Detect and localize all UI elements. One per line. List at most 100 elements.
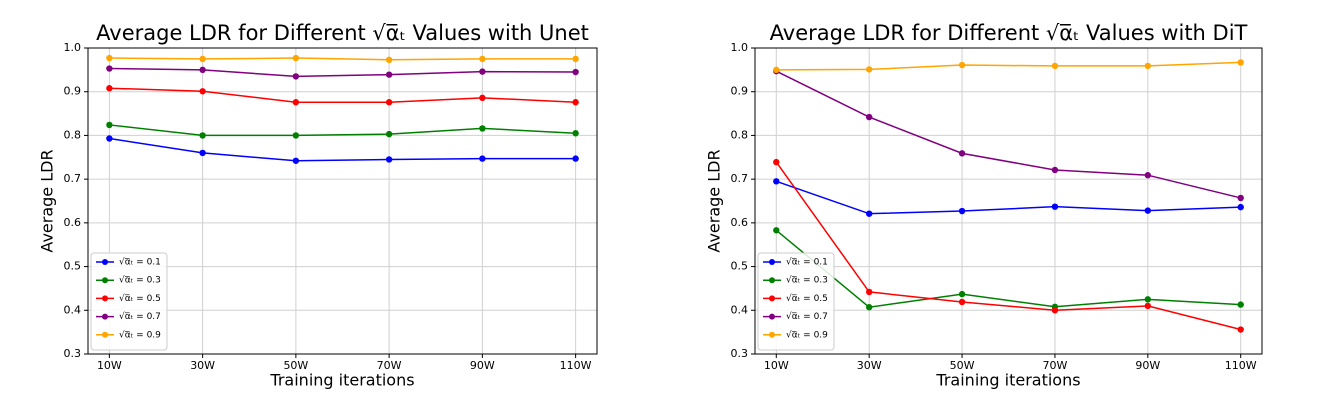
y-tick-label: 0.7 xyxy=(731,172,749,185)
legend-label: √α̅ₜ = 0.9 xyxy=(119,329,161,340)
chart-panel: 0.3 0.4 0.5 0.6 0.7 0.8 0.9 1.0 10W 30W 50W 70W 90W 1… xyxy=(38,21,598,390)
data-point xyxy=(773,178,780,185)
data-point xyxy=(1051,307,1059,314)
data-point xyxy=(1237,59,1244,66)
x-tick-label: 10W xyxy=(764,359,789,372)
legend-marker xyxy=(769,259,775,265)
data-point xyxy=(1144,172,1152,179)
series-line xyxy=(109,67,576,78)
data-point xyxy=(106,54,113,62)
data-point xyxy=(292,132,300,139)
y-tick-label: 0.9 xyxy=(731,85,749,98)
y-tick-label: 0.8 xyxy=(731,128,749,141)
legend-box xyxy=(757,252,835,351)
legend-marker xyxy=(769,277,775,284)
y-tick-label: 0.8 xyxy=(64,128,82,141)
series-line xyxy=(109,124,576,137)
series-line xyxy=(775,70,1241,199)
y-tick-label: 0.7 xyxy=(64,172,82,185)
series-line xyxy=(775,229,1241,309)
legend-label: √α̅ₜ = 0.3 xyxy=(786,275,828,286)
y-axis-label: Average LDR xyxy=(705,149,724,252)
legend-marker xyxy=(102,277,108,284)
x-tick-label: 10W xyxy=(97,359,122,372)
data-point xyxy=(479,94,486,102)
data-point xyxy=(385,56,393,64)
data-point xyxy=(865,66,873,73)
plot-frame xyxy=(87,47,598,355)
data-point xyxy=(572,68,579,76)
data-point xyxy=(479,55,486,63)
x-axis-label: Training iterations xyxy=(935,371,1080,390)
data-point xyxy=(773,66,780,74)
data-point xyxy=(572,130,579,137)
data-point xyxy=(1051,62,1059,70)
data-point xyxy=(292,157,300,164)
y-tick-label: 0.4 xyxy=(64,303,82,316)
x-axis-label: Training iterations xyxy=(269,371,414,390)
data-point xyxy=(865,304,873,311)
data-point xyxy=(1237,301,1244,308)
legend-marker xyxy=(102,295,108,302)
data-point xyxy=(106,135,113,142)
legend-label: √α̅ₜ = 0.9 xyxy=(786,329,828,340)
y-tick-label: 1.0 xyxy=(731,41,749,54)
y-tick-label: 0.5 xyxy=(731,260,749,273)
data-point xyxy=(106,121,113,129)
y-tick-label: 1.0 xyxy=(64,41,82,54)
data-point xyxy=(106,85,113,92)
y-tick-label: 0.5 xyxy=(64,260,82,273)
y-tick-label: 0.3 xyxy=(731,347,749,360)
data-point xyxy=(958,298,966,306)
x-tick-label: 90W xyxy=(470,359,495,372)
data-point xyxy=(958,290,966,298)
legend-marker xyxy=(769,295,775,302)
data-point xyxy=(199,149,206,157)
data-point xyxy=(865,113,873,121)
series-line xyxy=(776,61,1241,71)
data-point xyxy=(199,88,206,95)
data-point xyxy=(385,71,393,78)
data-point xyxy=(1144,296,1152,303)
series-line xyxy=(109,137,576,162)
legend-marker xyxy=(102,313,108,320)
legend-label: √α̅ₜ = 0.5 xyxy=(786,293,828,304)
legend-marker xyxy=(769,331,775,338)
data-point xyxy=(773,227,780,234)
data-point xyxy=(479,155,486,162)
x-tick-label: 50W xyxy=(950,359,975,372)
chart-title: Average LDR for Different √α̅ₜ Values wi… xyxy=(770,21,1248,45)
chart-panel: 0.3 0.4 0.5 0.6 0.7 0.8 0.9 1.0 10W 30W 50W 70W 90W 1… xyxy=(705,21,1263,390)
data-point xyxy=(958,61,966,69)
data-point xyxy=(292,99,300,106)
x-tick-label: 110W xyxy=(560,359,592,372)
data-point xyxy=(292,73,300,80)
data-point xyxy=(385,156,393,163)
data-point xyxy=(1237,203,1244,211)
series-line xyxy=(775,161,1241,331)
plot-frame xyxy=(754,47,1263,355)
data-point xyxy=(479,68,486,75)
data-point xyxy=(865,210,873,217)
data-point xyxy=(199,66,206,74)
data-point xyxy=(958,150,966,157)
y-tick-label: 0.3 xyxy=(64,347,82,360)
x-tick-label: 50W xyxy=(283,359,308,372)
data-point xyxy=(865,288,873,296)
x-tick-label: 30W xyxy=(190,359,215,372)
series-line xyxy=(109,57,576,61)
data-point xyxy=(199,132,206,139)
legend-label: √α̅ₜ = 0.7 xyxy=(786,311,828,322)
data-point xyxy=(292,54,300,62)
data-point xyxy=(572,155,579,162)
data-point xyxy=(572,99,579,106)
legend-label: √α̅ₜ = 0.1 xyxy=(119,257,161,268)
data-point xyxy=(479,125,486,132)
chart-title: Average LDR for Different √α̅ₜ Values wi… xyxy=(96,21,589,45)
data-point xyxy=(1051,166,1059,174)
legend-marker xyxy=(102,331,108,338)
legend-label: √α̅ₜ = 0.1 xyxy=(786,257,828,268)
x-tick-label: 90W xyxy=(1135,359,1160,372)
x-tick-label: 110W xyxy=(1225,359,1257,372)
